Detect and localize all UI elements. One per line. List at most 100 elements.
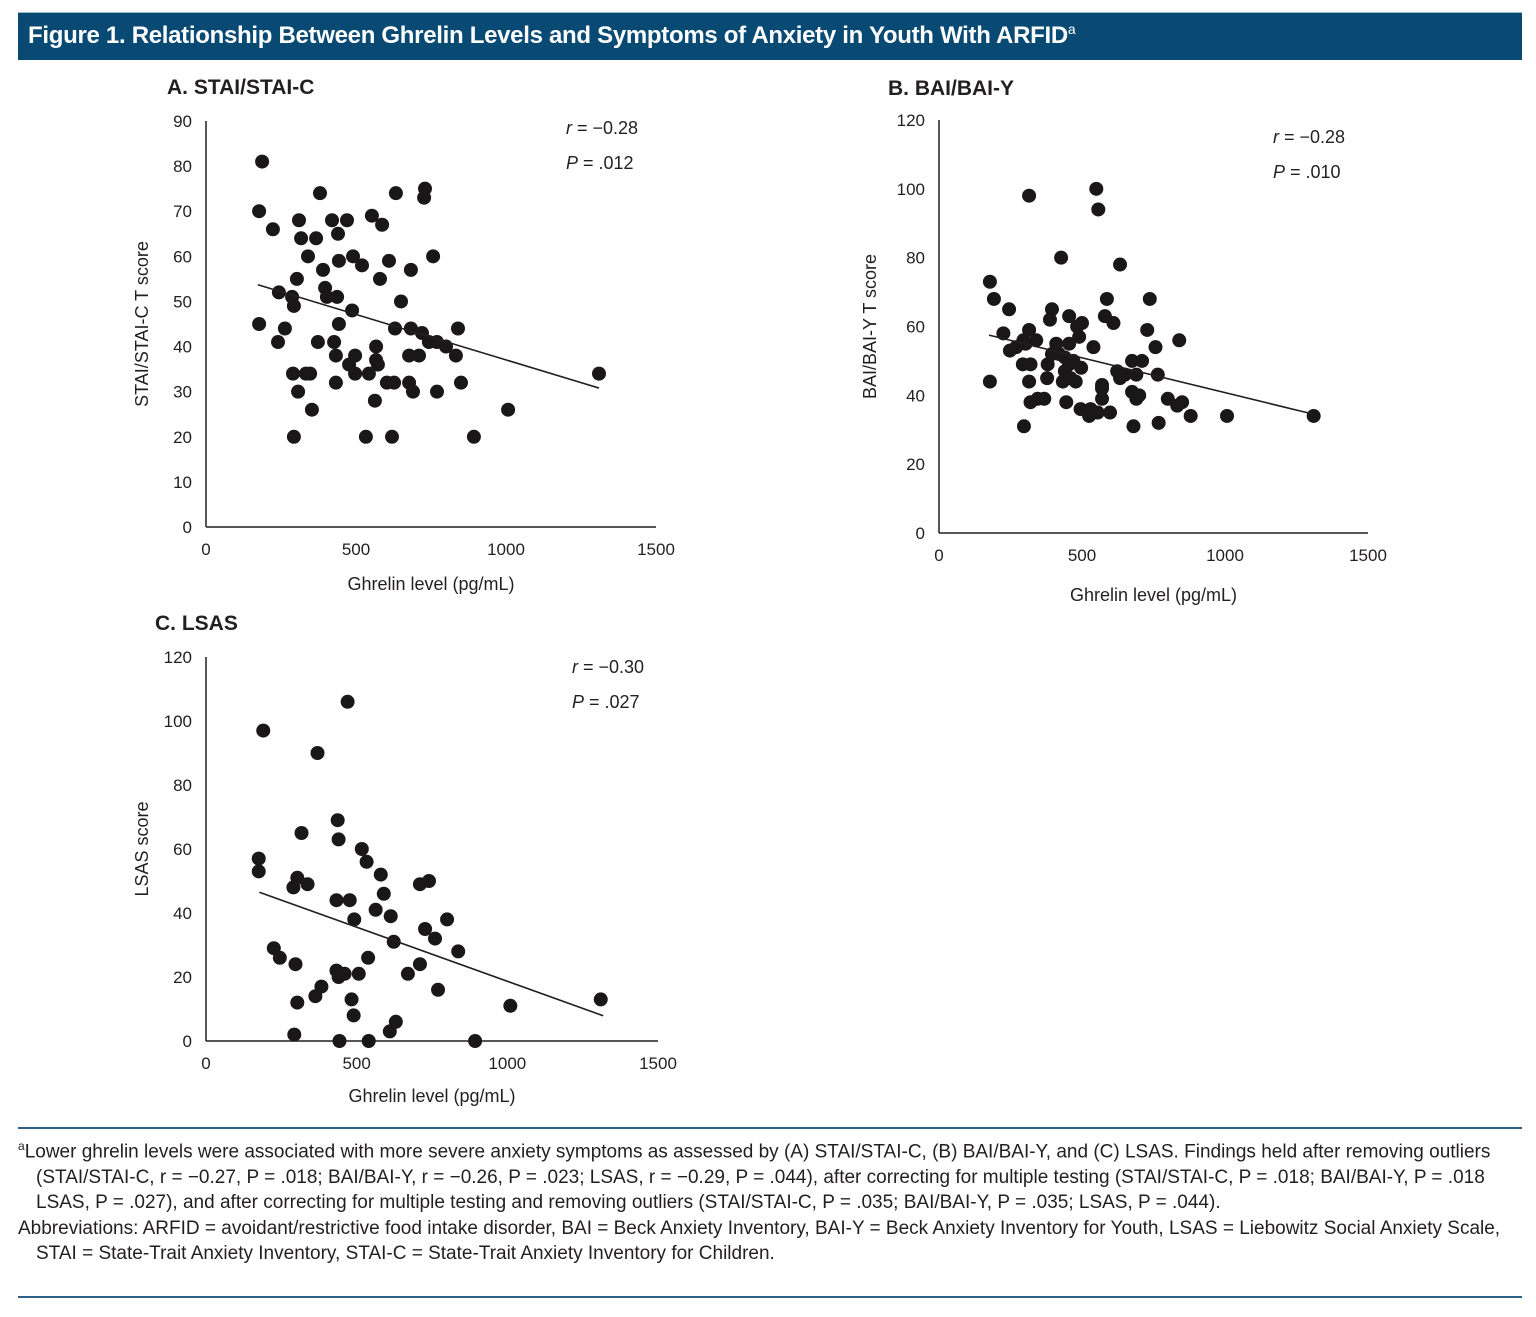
- panel-b-data-point: [1040, 371, 1055, 386]
- panel-c-data-point: [368, 902, 383, 917]
- panel-c-data-point: [308, 989, 323, 1004]
- panel-c-y-tick-label: 120: [164, 648, 192, 667]
- panel-a-data-point: [330, 289, 345, 304]
- panel-a-data-point: [301, 249, 315, 264]
- panel-c-data-point: [256, 723, 271, 738]
- panel-a-data-point: [348, 366, 363, 381]
- panel-b-y-tick-label: 0: [916, 524, 925, 543]
- footnote-findings-text: Lower ghrelin levels were associated wit…: [24, 1141, 1491, 1214]
- panel-c-data-point: [287, 1027, 302, 1042]
- panel-b-trendline: [988, 334, 1314, 416]
- panel-c-data-point: [361, 1034, 376, 1048]
- panel-b-data-point: [1113, 371, 1128, 386]
- panel-b-x-tick-label: 0: [934, 546, 943, 565]
- panel-a-data-point: [361, 366, 376, 381]
- footnote-bottom-rule: [18, 1296, 1522, 1298]
- panel-a-data-point: [426, 249, 441, 264]
- panel-c-data-point: [383, 909, 398, 924]
- footnote-findings: aLower ghrelin levels were associated wi…: [18, 1134, 1522, 1216]
- panel-b-data-point: [1042, 312, 1057, 327]
- panel-a-data-point: [412, 348, 426, 363]
- panel-c-title: C. LSAS: [155, 612, 238, 635]
- panel-c-data-point: [468, 1034, 483, 1048]
- panel-c-data-point: [440, 912, 455, 927]
- panel-b-x-axis-label: Ghrelin level (pg/mL): [1070, 585, 1237, 605]
- panel-a-data-point: [370, 357, 385, 372]
- figure-title-text: Figure 1. Relationship Between Ghrelin L…: [28, 22, 1068, 49]
- panel-b-data-point: [1072, 329, 1087, 344]
- panel-b-data-point: [1170, 398, 1185, 413]
- panel-b-data-point: [1220, 408, 1235, 423]
- panel-a-data-point: [385, 429, 399, 444]
- panel-a-data-point: [367, 393, 382, 408]
- panel-c-y-tick-label: 40: [173, 904, 192, 923]
- panel-c-x-tick-label: 500: [342, 1054, 370, 1073]
- panel-a-data-point: [319, 289, 334, 304]
- panel-a-data-point: [265, 222, 280, 237]
- panel-b-data-point: [1126, 419, 1141, 434]
- panel-c-data-point: [593, 992, 608, 1007]
- panel-a-data-point: [304, 402, 319, 417]
- panel-a-data-point: [417, 190, 432, 205]
- figure-title-superscript: a: [1067, 21, 1076, 37]
- panel-b-data-point: [1068, 374, 1083, 389]
- panel-a-data-point: [592, 366, 606, 381]
- panel-a-data-point: [328, 348, 343, 363]
- panel-b-data-point: [996, 326, 1011, 341]
- panel-c-data-point: [332, 1034, 347, 1048]
- panel-a-y-axis-label: STAI/STAI-C T score: [132, 241, 152, 407]
- panel-a-data-point: [358, 429, 373, 444]
- panel-c-data-point: [451, 944, 466, 959]
- panel-a-data-point: [316, 262, 330, 277]
- panel-c-data-point: [340, 694, 355, 709]
- panel-b-data-point: [1022, 188, 1037, 203]
- panel-a-data-point: [382, 253, 396, 268]
- panel-a-y-tick-label: 60: [173, 247, 192, 266]
- footnote-abbreviations: Abbreviations: ARFID = avoidant/restrict…: [18, 1217, 1501, 1265]
- panel-a-data-point: [255, 154, 270, 169]
- panel-a-title: A. STAI/STAI-C: [167, 76, 314, 99]
- panel-c-x-tick-label: 1000: [488, 1054, 526, 1073]
- panel-c-data-point: [376, 886, 391, 901]
- panel-a-data-point: [454, 375, 468, 390]
- panel-b-data-point: [1135, 353, 1150, 368]
- panel-b-y-tick-label: 20: [906, 455, 925, 474]
- panel-c-data-point: [272, 950, 287, 965]
- panel-c-y-tick-label: 60: [173, 840, 192, 859]
- panel-a-y-tick-label: 80: [173, 157, 192, 176]
- panel-c-data-point: [347, 912, 362, 927]
- panel-c-data-point: [361, 950, 376, 965]
- panel-b-data-point: [1183, 408, 1198, 423]
- panel-c-data-point: [418, 922, 433, 936]
- panel-b-title: B. BAI/BAI-Y: [888, 77, 1014, 100]
- panel-b-data-point: [1086, 340, 1101, 355]
- panel-b-x-tick-label: 1000: [1206, 546, 1244, 565]
- panel-c-trendline: [259, 891, 604, 1017]
- panel-a-y-tick-label: 90: [173, 112, 192, 131]
- panel-c-data-point: [294, 826, 309, 840]
- panel-a-data-point: [292, 213, 306, 228]
- panel-b-data-point: [1059, 395, 1074, 410]
- panel-b-data-point: [982, 274, 997, 289]
- panel-c-x-tick-label: 1500: [639, 1054, 677, 1073]
- panel-a-data-point: [325, 213, 339, 228]
- panel-b-data-point: [982, 374, 997, 389]
- panel-a-data-point: [286, 366, 300, 381]
- panel-a-data-point: [313, 186, 327, 201]
- panel-a-data-point: [448, 348, 463, 363]
- panel-c-data-point: [354, 842, 369, 856]
- panel-a-y-tick-label: 20: [173, 428, 192, 447]
- panel-a-data-point: [402, 348, 417, 363]
- panel-a-trendline: [257, 283, 600, 389]
- panel-a-data-point: [331, 253, 346, 268]
- panel-c-y-tick-label: 80: [173, 776, 192, 795]
- panel-b-data-point: [1095, 391, 1110, 406]
- panel-b-data-point: [1040, 357, 1055, 372]
- panel-c-r-value: r = −0.30: [572, 657, 644, 677]
- panel-b-r-value: r = −0.28: [1273, 127, 1345, 147]
- panel-a-data-point: [466, 429, 481, 444]
- panel-a-data-point: [277, 321, 292, 336]
- panel-a-y-tick-label: 10: [173, 473, 192, 492]
- panel-a-data-point: [271, 285, 286, 300]
